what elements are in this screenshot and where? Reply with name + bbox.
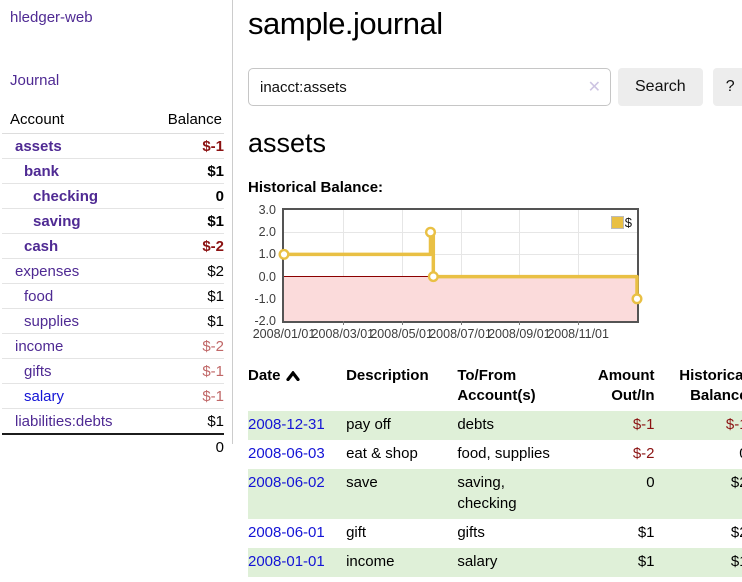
account-link-bank[interactable]: bank (24, 162, 60, 180)
page-title: sample.journal (248, 6, 443, 41)
account-balance: $-1 (142, 358, 224, 384)
account-row: checking 0 (2, 183, 224, 209)
account-row: supplies $1 (2, 308, 224, 334)
search-button[interactable]: Search (618, 68, 703, 106)
register-row: 2008-06-03 eat & shop food, supplies $-2… (248, 440, 742, 469)
account-link-saving[interactable]: saving (33, 212, 81, 230)
search-input[interactable] (248, 68, 611, 106)
account-link-expenses[interactable]: expenses (15, 262, 80, 280)
account-balance: 0 (142, 183, 224, 209)
register-row: 2008-06-02 save saving, checking 0 $2 (248, 468, 742, 519)
account-link-salary[interactable]: salary (24, 387, 65, 405)
txn-date-link[interactable]: 2008-01-01 (248, 552, 325, 570)
account-row: assets $-1 (2, 134, 224, 159)
accounts-table: Account Balance assets $-1 bank $1 check… (2, 108, 224, 459)
brand-link[interactable]: hledger-web (10, 9, 93, 26)
account-title: assets (248, 128, 327, 158)
account-balance: $-1 (142, 383, 224, 409)
chart: $ 3.0 2.0 1.0 0.0 -1.0 -2.0 2008/01/01 2008/03/… (248, 203, 718, 348)
account-link-assets[interactable]: assets (15, 137, 62, 155)
txn-balance: 0 (655, 440, 742, 469)
clear-search-icon[interactable]: ✕ (587, 79, 601, 96)
accounts-col-account: Account (2, 108, 143, 134)
account-balance: $-2 (142, 233, 224, 259)
account-row: expenses $2 (2, 258, 224, 284)
account-balance: $1 (142, 408, 224, 434)
txn-balance: $2 (730, 524, 742, 541)
txn-description: income (346, 552, 395, 570)
chart-legend: $ (610, 215, 632, 230)
register-col-tofrom: To/From Account(s) (457, 367, 536, 404)
register-col-balance: Historical Balance (679, 367, 742, 404)
accounts-total-row: 0 (2, 433, 224, 459)
register-table: Date Description To/From Account(s) Amou… (248, 364, 742, 577)
txn-accounts: debts (457, 416, 495, 433)
register-col-description: Description (346, 367, 429, 384)
account-balance: $1 (142, 283, 224, 309)
txn-date-link[interactable]: 2008-12-31 (248, 416, 325, 433)
account-link-checking[interactable]: checking (33, 187, 99, 205)
txn-description: pay off (346, 416, 391, 433)
sidebar: hledger-web Journal Account Balance asse… (0, 0, 233, 459)
account-row: bank $1 (2, 158, 224, 184)
chart-plot: $ (278, 208, 643, 323)
accounts-col-balance: Balance (142, 108, 224, 134)
txn-amount: $1 (637, 552, 655, 570)
accounts-header-row: Account Balance (2, 108, 224, 134)
account-row: gifts $-1 (2, 358, 224, 384)
account-balance: $-2 (142, 333, 224, 359)
txn-amount: $-2 (632, 444, 655, 462)
txn-accounts: gifts (457, 524, 485, 541)
account-link-cash[interactable]: cash (24, 237, 59, 255)
account-balance: $2 (142, 258, 224, 284)
account-link-income[interactable]: income (15, 337, 64, 355)
txn-description: save (346, 473, 378, 491)
register-header-row: Date Description To/From Account(s) Amou… (248, 364, 742, 411)
register-row: 2008-01-01 income salary $1 $1 (248, 547, 742, 577)
txn-date-link[interactable]: 2008-06-01 (248, 524, 325, 541)
account-row: saving $1 (2, 208, 224, 234)
search-form: ✕ Search ? (248, 68, 742, 106)
account-row: liabilities:debts $1 (2, 408, 224, 434)
accounts-total-value: 0 (142, 433, 224, 459)
txn-accounts: salary (457, 552, 498, 570)
account-balance: $1 (142, 308, 224, 334)
sidebar-item-journal[interactable]: Journal (10, 72, 60, 89)
txn-balance: $1 (730, 552, 742, 570)
account-balance: $1 (142, 208, 224, 234)
txn-description: eat & shop (346, 444, 418, 462)
txn-amount: $1 (637, 524, 655, 541)
register-row: 2008-06-01 gift gifts $1 $2 (248, 519, 742, 548)
main-content: sample.journal ✕ Search ? assets Histori… (233, 0, 742, 577)
account-link-liabilities-debts[interactable]: liabilities:debts (15, 412, 113, 430)
txn-amount: 0 (646, 473, 655, 491)
txn-accounts: saving, checking (457, 473, 517, 513)
txn-accounts: food, supplies (457, 444, 550, 462)
account-link-supplies[interactable]: supplies (24, 312, 80, 330)
help-button[interactable]: ? (712, 68, 742, 106)
txn-amount: $-1 (632, 416, 655, 433)
account-row: food $1 (2, 283, 224, 309)
account-row: cash $-2 (2, 233, 224, 259)
sort-ascending-icon (285, 370, 300, 382)
txn-balance: $-1 (725, 416, 742, 433)
legend-label: $ (624, 215, 632, 230)
txn-date-link[interactable]: 2008-06-03 (248, 444, 325, 462)
account-balance: $-1 (202, 137, 224, 155)
txn-date-link[interactable]: 2008-06-02 (248, 473, 325, 491)
account-link-gifts[interactable]: gifts (24, 362, 52, 380)
account-balance: $1 (142, 158, 224, 184)
register-col-date[interactable]: Date (248, 364, 346, 411)
txn-description: gift (346, 524, 367, 541)
account-row: income $-2 (2, 333, 224, 359)
txn-balance: $2 (730, 473, 742, 491)
legend-swatch-icon (610, 216, 624, 229)
chart-title: Historical Balance: (248, 179, 384, 196)
register-col-amount: Amount Out/In (597, 367, 655, 404)
account-link-food[interactable]: food (24, 287, 54, 305)
account-row: salary $-1 (2, 383, 224, 409)
register-row: 2008-12-31 pay off debts $-1 $-1 (248, 411, 742, 440)
